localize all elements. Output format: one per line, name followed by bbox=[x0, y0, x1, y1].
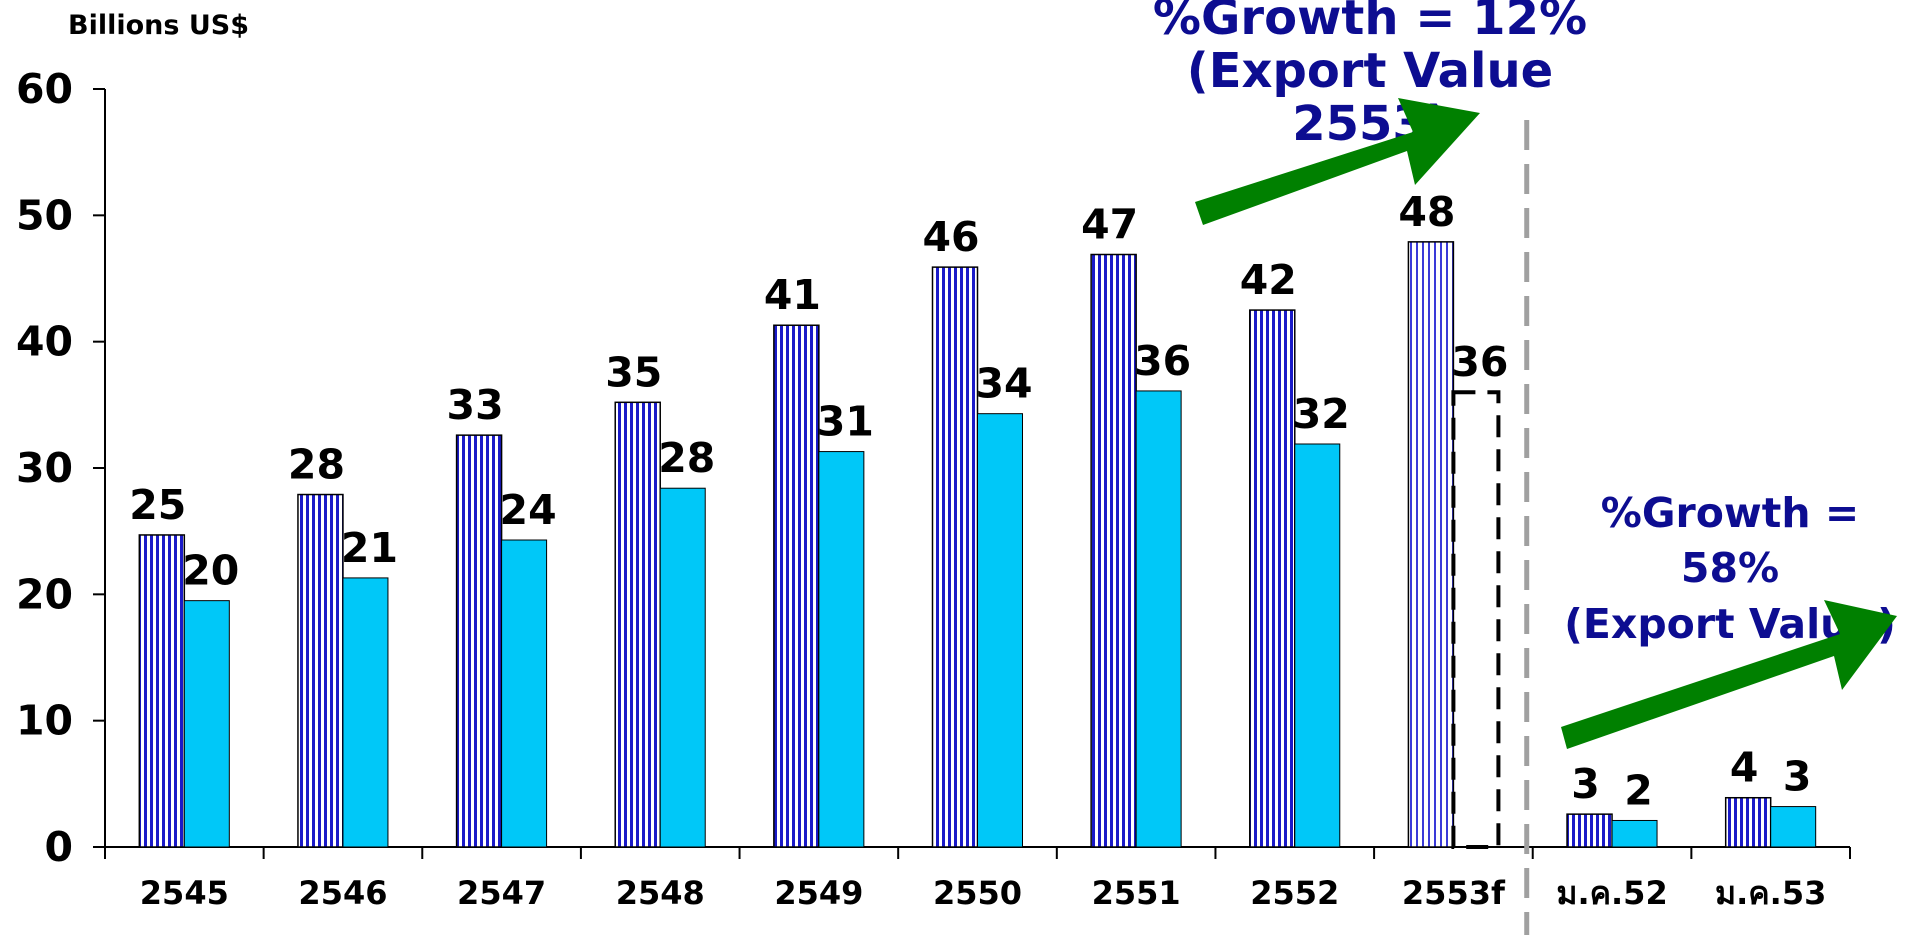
bar-value-label-series1: 35 bbox=[605, 348, 662, 396]
x-tick-label: 2552 bbox=[1250, 874, 1339, 912]
bar-series1 bbox=[1566, 813, 1613, 848]
y-tick-label: 10 bbox=[16, 697, 73, 745]
bar-value-label-series1: 46 bbox=[922, 213, 979, 261]
bar-series2 bbox=[1611, 819, 1658, 848]
x-tick-label: 2550 bbox=[933, 874, 1022, 912]
bar-series1 bbox=[297, 493, 344, 848]
bar-series1 bbox=[1724, 796, 1772, 848]
growth-side-line1: %Growth = 58% bbox=[1600, 489, 1860, 593]
y-tick-label: 50 bbox=[16, 191, 73, 239]
bar-value-label-series1: 4 bbox=[1730, 744, 1759, 792]
bar-series2 bbox=[1135, 390, 1182, 848]
bar-value-label-series2: 36 bbox=[1451, 338, 1508, 386]
bar-series2 bbox=[183, 600, 230, 848]
bar-value-label-series1: 33 bbox=[447, 381, 504, 429]
bar-series2 bbox=[659, 487, 706, 848]
growth-main-line1: %Growth = 12% bbox=[1152, 0, 1588, 46]
bar-series2-forecast-outline bbox=[1451, 390, 1501, 849]
x-tick-label: 2548 bbox=[616, 874, 705, 912]
bar-series1 bbox=[455, 434, 503, 848]
overlay-layer bbox=[1195, 98, 1897, 935]
bar-value-label-series1: 25 bbox=[129, 481, 186, 529]
x-tick-label: 2553f bbox=[1402, 874, 1506, 912]
bar-value-label-series1: 47 bbox=[1081, 200, 1138, 248]
bar-series1 bbox=[931, 266, 979, 848]
x-tick-label: 2549 bbox=[774, 874, 863, 912]
bar-series2 bbox=[818, 451, 865, 848]
growth-arrow-january bbox=[1561, 600, 1897, 749]
bar-value-label-series2: 24 bbox=[500, 486, 557, 534]
y-tick-label: 60 bbox=[16, 65, 73, 113]
bar-value-label-series1: 41 bbox=[764, 271, 821, 319]
x-tick-label: 2547 bbox=[457, 874, 546, 912]
bar-series1 bbox=[1407, 241, 1455, 848]
x-tick-label: ม.ค.53 bbox=[1715, 874, 1826, 912]
bar-value-label-series2: 36 bbox=[1134, 337, 1191, 385]
bar-series2 bbox=[977, 413, 1023, 848]
bar-value-label-series2: 2 bbox=[1624, 766, 1653, 814]
y-tick-label: 0 bbox=[44, 823, 73, 871]
bar-series2 bbox=[1294, 443, 1341, 848]
x-tick-label: 2546 bbox=[298, 874, 387, 912]
bar-series1 bbox=[1090, 253, 1137, 848]
x-tick-label: 2545 bbox=[140, 874, 229, 912]
bar-series2 bbox=[342, 577, 389, 848]
y-tick-label: 30 bbox=[16, 444, 73, 492]
bar-value-label-series2: 34 bbox=[975, 360, 1032, 408]
x-tick-label: ม.ค.52 bbox=[1556, 874, 1667, 912]
x-tick-label: 2551 bbox=[1092, 874, 1181, 912]
bar-value-label-series2: 21 bbox=[341, 524, 398, 572]
y-tick-label: 40 bbox=[16, 318, 73, 366]
bar-value-label-series2: 20 bbox=[182, 547, 239, 595]
y-axis-unit-label: Billions US$ bbox=[68, 10, 249, 41]
bar-series2 bbox=[501, 539, 548, 848]
bar-series2 bbox=[1770, 806, 1817, 848]
y-tick-label: 20 bbox=[16, 570, 73, 618]
bar-value-label-series1: 28 bbox=[288, 441, 345, 489]
bar-value-label-series1: 42 bbox=[1240, 256, 1297, 304]
bar-series1 bbox=[138, 534, 186, 848]
bars-layer bbox=[138, 241, 1817, 849]
bar-series1 bbox=[1249, 309, 1296, 848]
bar-value-label-series1: 48 bbox=[1398, 188, 1455, 236]
bar-value-label-series2: 3 bbox=[1783, 753, 1812, 801]
bar-value-label-series1: 3 bbox=[1571, 760, 1600, 808]
growth-arrow-main bbox=[1195, 98, 1480, 225]
bar-series1 bbox=[773, 324, 820, 848]
bar-value-label-series2: 31 bbox=[817, 398, 874, 446]
bar-value-label-series2: 28 bbox=[658, 434, 715, 482]
bar-value-label-series2: 32 bbox=[1293, 390, 1350, 438]
bar-series1 bbox=[614, 401, 661, 848]
